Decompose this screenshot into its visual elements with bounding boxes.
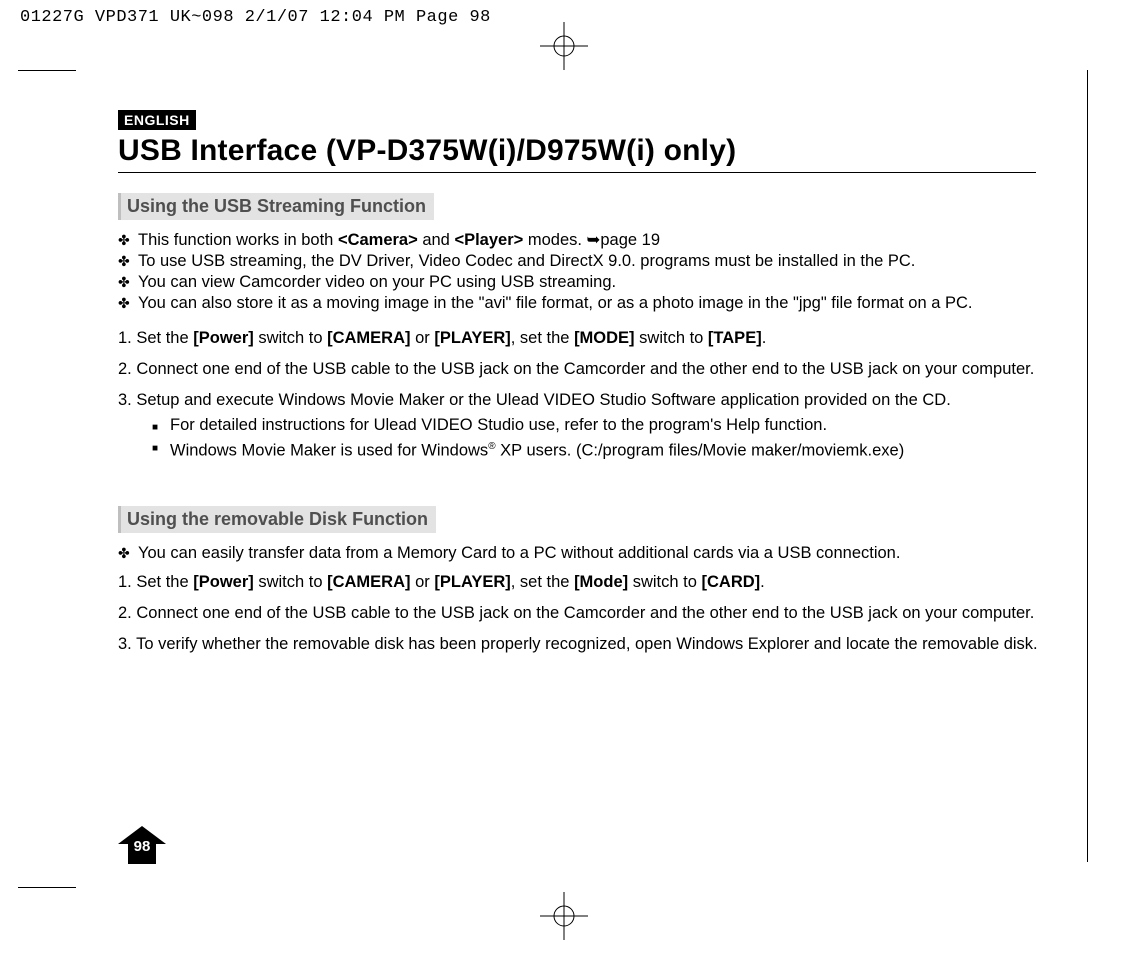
bullet-item: To use USB streaming, the DV Driver, Vid… <box>118 251 1038 272</box>
bold: <Player> <box>454 231 523 249</box>
bold: [CAMERA] <box>327 573 410 591</box>
text: and <box>418 231 455 249</box>
bold: [Power] <box>193 329 254 347</box>
page-number: 98 <box>118 838 166 855</box>
step-number: 3. <box>118 635 132 653</box>
sub-list: For detailed instructions for Ulead VIDE… <box>174 415 1038 462</box>
arrow-icon: ➥ <box>587 231 601 249</box>
text: Set the <box>136 573 193 591</box>
step-list: 1. Set the [Power] switch to [CAMERA] or… <box>118 572 1038 655</box>
step-list: 1. Set the [Power] switch to [CAMERA] or… <box>118 328 1038 462</box>
text: , set the <box>511 573 574 591</box>
text: or <box>411 329 435 347</box>
step-item: 2. Connect one end of the USB cable to t… <box>118 359 1038 380</box>
text: To verify whether the removable disk has… <box>136 635 1038 653</box>
page-title: USB Interface (VP-D375W(i)/D975W(i) only… <box>118 134 1038 168</box>
bold: [PLAYER] <box>434 573 510 591</box>
bullet-item: You can also store it as a moving image … <box>118 293 1038 314</box>
step-number: 3. <box>118 391 132 409</box>
bullet-list: You can easily transfer data from a Memo… <box>118 543 1038 564</box>
step-item: 1. Set the [Power] switch to [CAMERA] or… <box>118 328 1038 349</box>
text: switch to <box>628 573 701 591</box>
section-heading-removable-disk: Using the removable Disk Function <box>118 506 436 533</box>
text: XP users. (C:/program files/Movie maker/… <box>496 442 905 460</box>
text: . <box>762 329 767 347</box>
language-badge: ENGLISH <box>118 110 196 130</box>
bold: [Mode] <box>574 573 628 591</box>
text: switch to <box>254 329 327 347</box>
bold: [MODE] <box>574 329 635 347</box>
bullet-item: This function works in both <Camera> and… <box>118 230 1038 251</box>
step-number: 2. <box>118 360 132 378</box>
crop-mark <box>18 887 76 888</box>
print-slug: 01227G VPD371 UK~098 2/1/07 12:04 PM Pag… <box>20 8 491 27</box>
text: or <box>411 573 435 591</box>
page-right-rule <box>1087 70 1088 862</box>
text: Windows Movie Maker is used for Windows <box>170 442 488 460</box>
registered-mark: ® <box>488 441 495 452</box>
bullet-item: You can view Camcorder video on your PC … <box>118 272 1038 293</box>
page-content: ENGLISH USB Interface (VP-D375W(i)/D975W… <box>118 110 1038 665</box>
bold: <Camera> <box>338 231 418 249</box>
page-number-badge: 98 <box>118 826 166 864</box>
page-ref: page 19 <box>600 231 660 249</box>
bullet-list: This function works in both <Camera> and… <box>118 230 1038 314</box>
text: modes. <box>523 231 586 249</box>
text: switch to <box>635 329 708 347</box>
sub-item: Windows Movie Maker is used for Windows®… <box>174 436 1038 462</box>
section-heading-usb-streaming: Using the USB Streaming Function <box>118 193 434 220</box>
step-number: 2. <box>118 604 132 622</box>
text: Setup and execute Windows Movie Maker or… <box>136 391 950 409</box>
text: Set the <box>136 329 193 347</box>
step-number: 1. <box>118 573 132 591</box>
step-item: 1. Set the [Power] switch to [CAMERA] or… <box>118 572 1038 593</box>
bold: [Power] <box>193 573 254 591</box>
title-rule <box>118 172 1036 173</box>
text: switch to <box>254 573 327 591</box>
text: . <box>760 573 765 591</box>
bold: [CAMERA] <box>327 329 410 347</box>
bold: [TAPE] <box>708 329 762 347</box>
text: This function works in both <box>138 231 338 249</box>
sub-item: For detailed instructions for Ulead VIDE… <box>174 415 1038 436</box>
text: , set the <box>511 329 574 347</box>
bold: [CARD] <box>702 573 761 591</box>
bold: [PLAYER] <box>434 329 510 347</box>
step-item: 2. Connect one end of the USB cable to t… <box>118 603 1038 624</box>
crop-mark <box>18 70 76 71</box>
text: Connect one end of the USB cable to the … <box>136 360 1034 378</box>
step-number: 1. <box>118 329 132 347</box>
registration-mark-bottom <box>540 892 588 940</box>
step-item: 3. To verify whether the removable disk … <box>118 634 1038 655</box>
text: Connect one end of the USB cable to the … <box>136 604 1034 622</box>
step-item: 3. Setup and execute Windows Movie Maker… <box>118 390 1038 462</box>
registration-mark-top <box>540 22 588 70</box>
bullet-item: You can easily transfer data from a Memo… <box>118 543 1038 564</box>
